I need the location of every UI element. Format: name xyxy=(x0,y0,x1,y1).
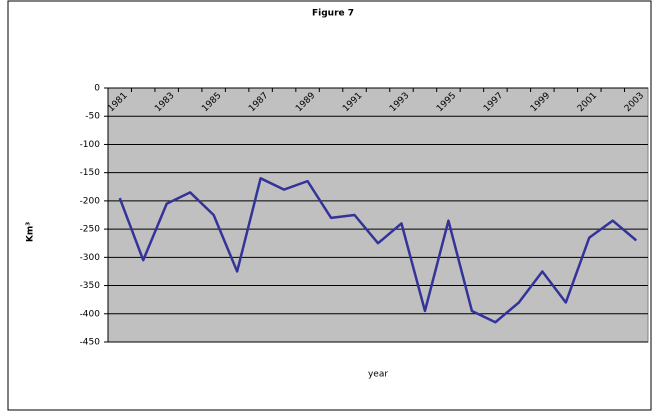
y-tick-label: -300 xyxy=(80,253,101,263)
y-tick-label: -350 xyxy=(80,281,101,291)
chart-title: Figure 7 xyxy=(312,9,354,19)
y-tick-label: -400 xyxy=(80,309,101,319)
y-tick-label: 0 xyxy=(94,84,100,94)
y-tick-label: -250 xyxy=(80,225,101,235)
data-line xyxy=(118,177,638,324)
y-tick-label: -200 xyxy=(80,196,101,206)
y-axis-label: Km³ xyxy=(26,222,36,242)
y-tick-label: -50 xyxy=(85,112,100,122)
y-tick-label: -150 xyxy=(80,168,101,178)
y-tick-label: -450 xyxy=(80,338,101,348)
y-tick-label: -100 xyxy=(80,140,101,150)
plot-area xyxy=(107,87,649,343)
x-axis-label: year xyxy=(368,370,388,380)
